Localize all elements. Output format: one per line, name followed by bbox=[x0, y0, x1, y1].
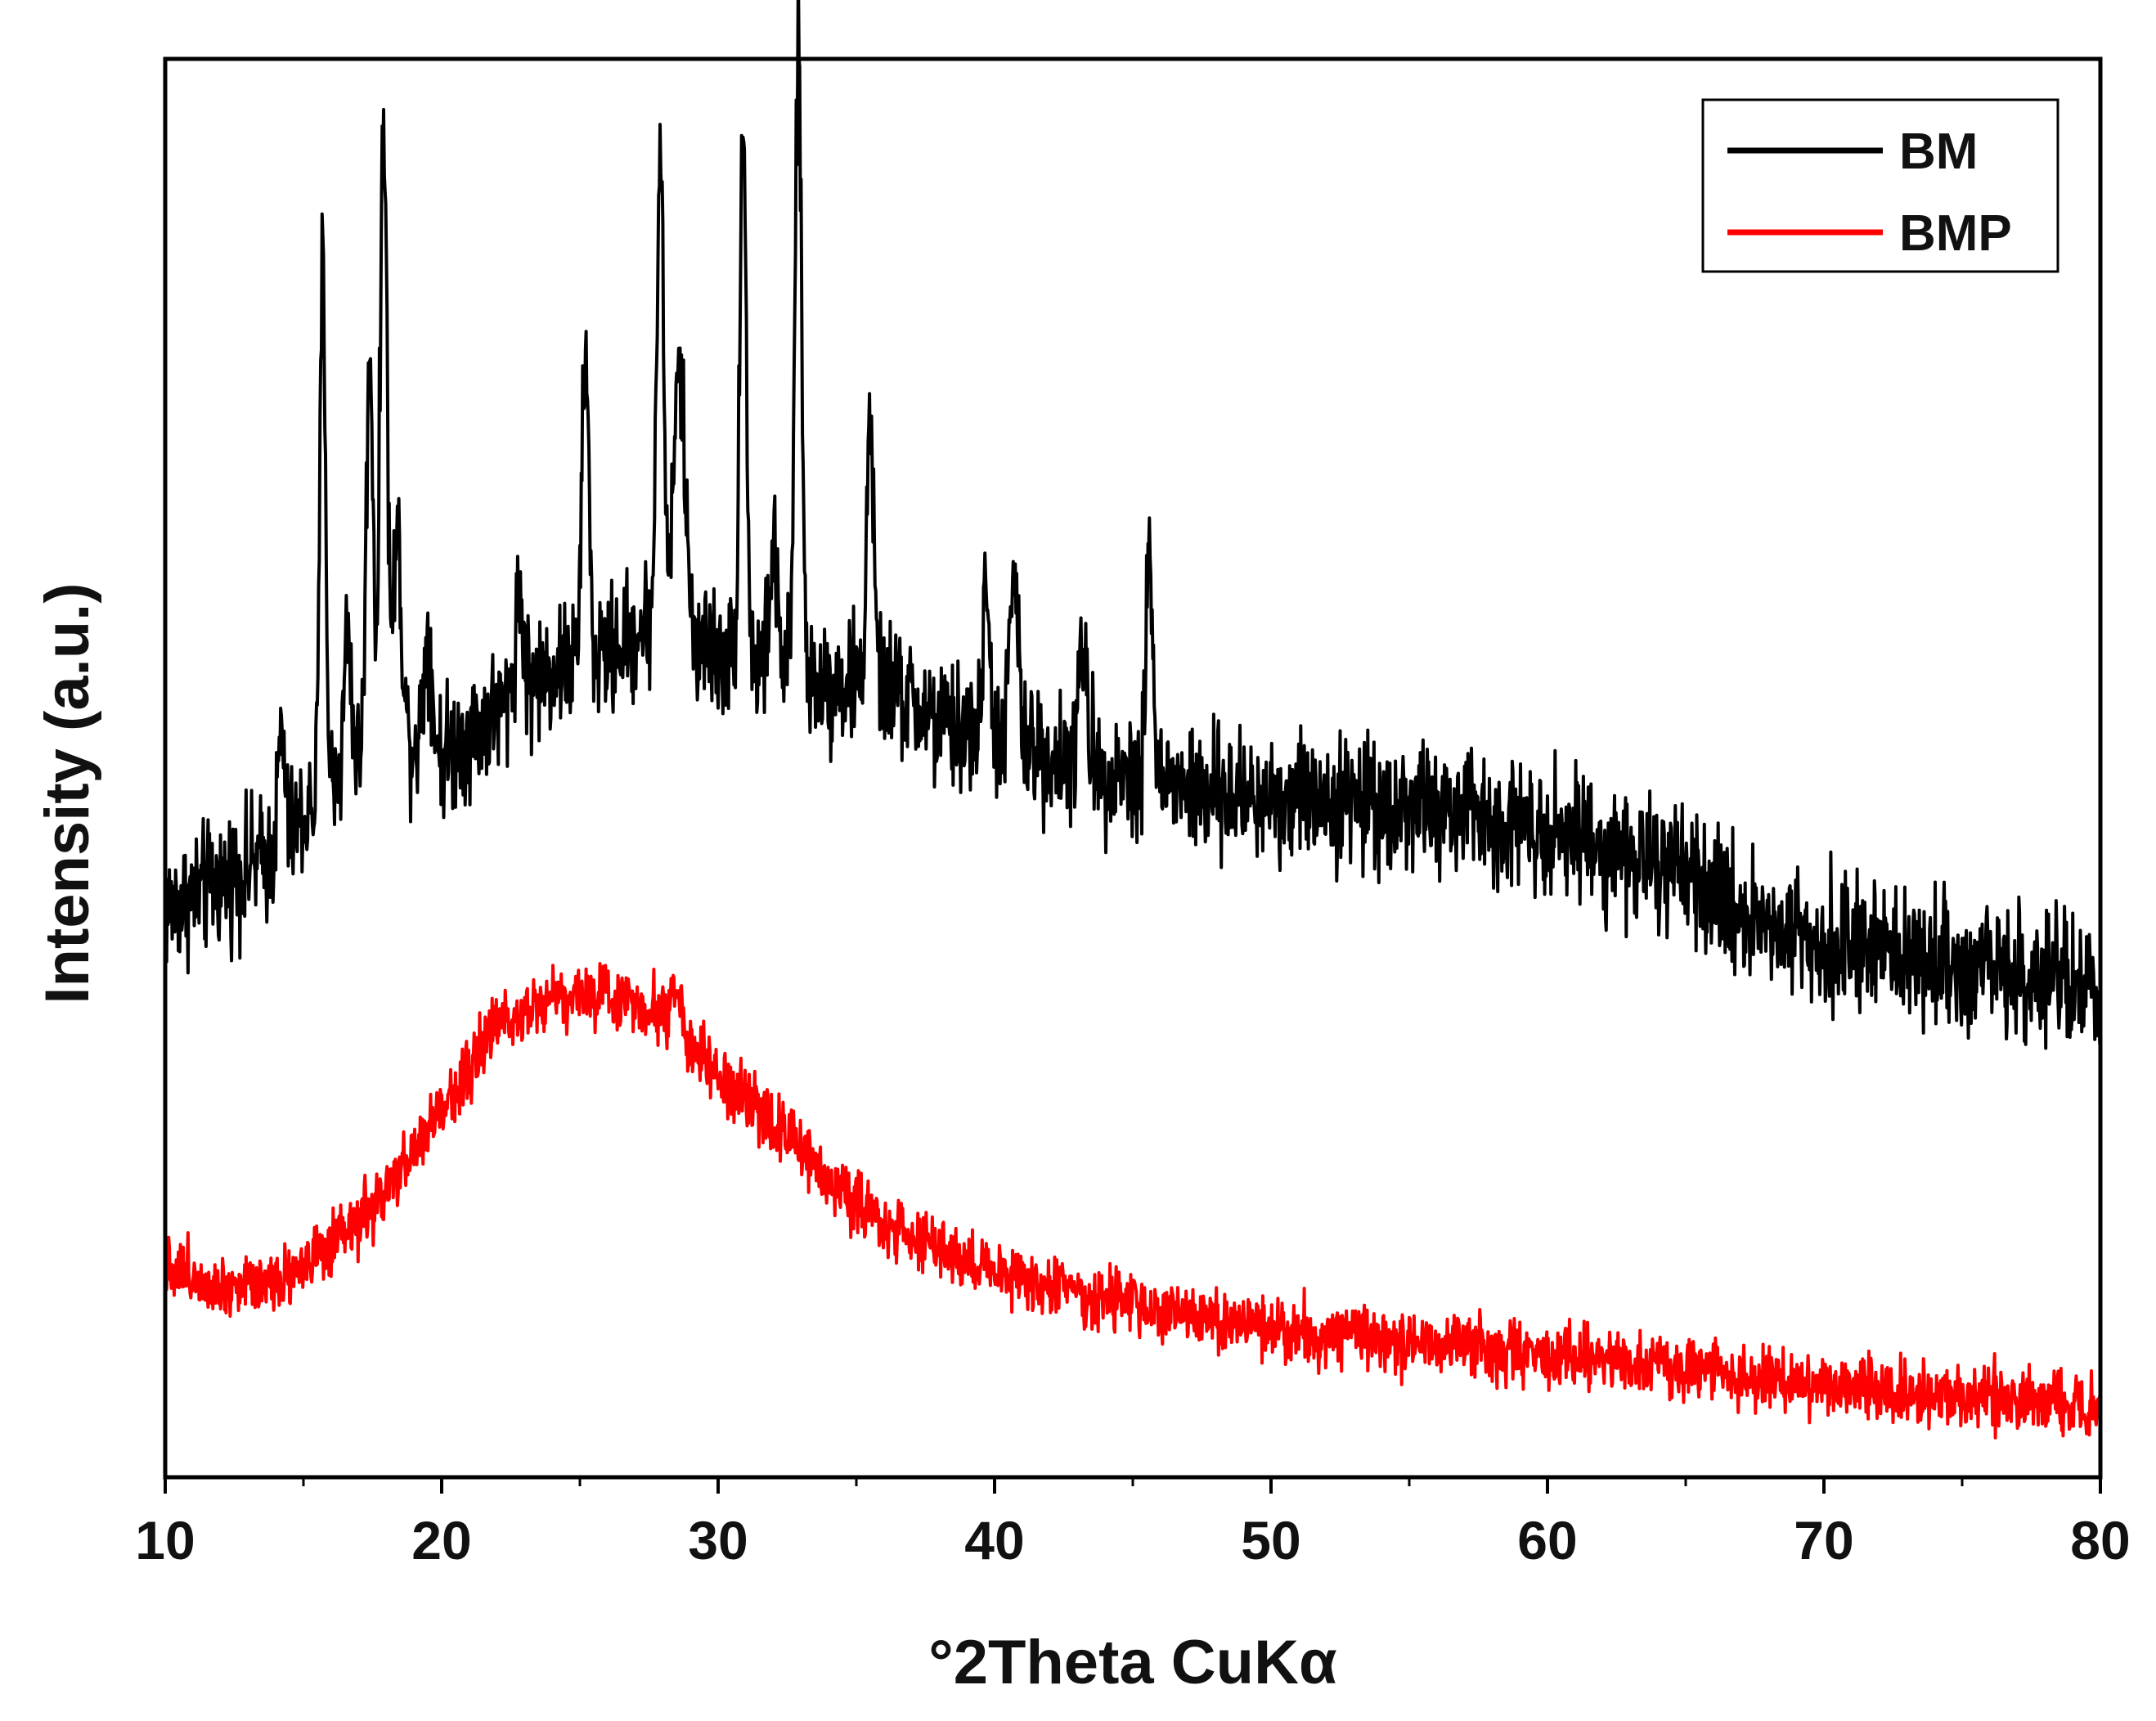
series-layer bbox=[164, 0, 2102, 1440]
series-line-bmp bbox=[164, 962, 2102, 1440]
x-tick-label: 20 bbox=[411, 1510, 471, 1570]
x-tick-label: 50 bbox=[1241, 1510, 1300, 1570]
legend-label-bmp: BMP bbox=[1899, 205, 2012, 262]
x-tick-label: 10 bbox=[135, 1510, 195, 1570]
y-axis-title: Intensity (a.u.) bbox=[33, 582, 102, 1004]
series-line-bm bbox=[164, 0, 2102, 1050]
x-axis-title: °2Theta CuKα bbox=[928, 1628, 1336, 1697]
legend-box bbox=[1701, 98, 2059, 273]
x-axis-ticks: 10 20 30 40 50 60 70 80 bbox=[135, 1477, 2131, 1570]
x-tick-label: 60 bbox=[1517, 1510, 1577, 1570]
x-tick-label: 30 bbox=[688, 1510, 748, 1570]
x-tick-label: 70 bbox=[1794, 1510, 1853, 1570]
x-tick-label: 80 bbox=[2070, 1510, 2130, 1570]
x-tick-label: 40 bbox=[964, 1510, 1024, 1570]
legend-label-bm: BM bbox=[1899, 124, 1978, 180]
legend: BM BMP bbox=[1701, 98, 2059, 273]
